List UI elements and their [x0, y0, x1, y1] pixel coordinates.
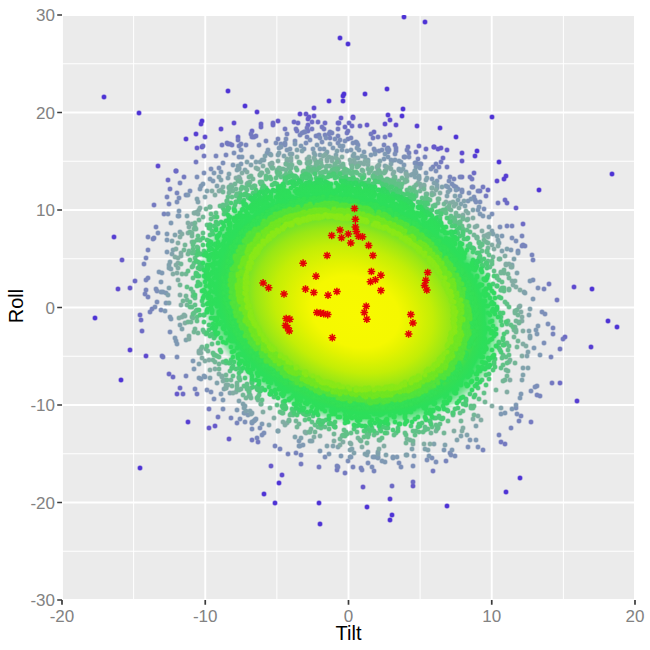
svg-text:Tilt: Tilt: [336, 622, 362, 644]
svg-text:-20: -20: [30, 494, 55, 513]
svg-text:-30: -30: [30, 591, 55, 610]
svg-text:0: 0: [46, 299, 55, 318]
svg-text:-10: -10: [193, 607, 218, 626]
svg-text:30: 30: [36, 6, 55, 25]
svg-text:10: 10: [482, 607, 501, 626]
svg-text:Roll: Roll: [5, 289, 27, 323]
svg-text:20: 20: [626, 607, 645, 626]
svg-text:20: 20: [36, 104, 55, 123]
svg-text:-10: -10: [30, 396, 55, 415]
svg-text:10: 10: [36, 201, 55, 220]
